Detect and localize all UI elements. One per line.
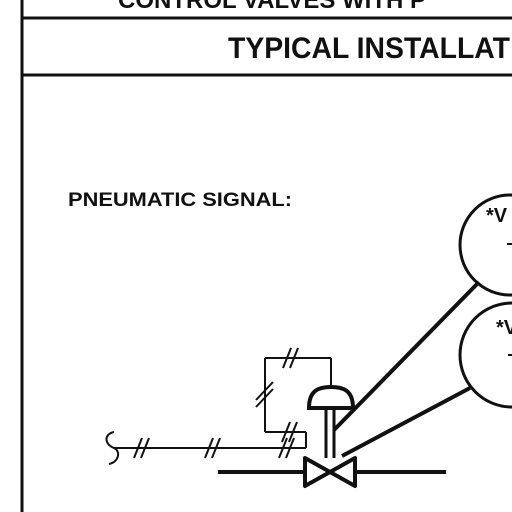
bubble-bottom-circle: [458, 301, 512, 409]
loop-hash-left-a: [255, 381, 274, 401]
signal-hash-3b: [285, 437, 295, 459]
pneumatic-signal-label: PNEUMATIC SIGNAL:: [68, 190, 292, 211]
signal-hash-1b: [140, 437, 150, 459]
bubble-top-label: *V: [486, 205, 508, 227]
actuator-diaphragm-icon: [306, 384, 356, 410]
loop-hash-bottom-b: [288, 421, 298, 443]
subtitle-text: TYPICAL INSTALLAT: [228, 32, 510, 65]
signal-hash-2b: [211, 437, 221, 459]
connection-to-bottom-bubble: [341, 386, 471, 458]
loop-hash-bottom-a: [281, 421, 291, 443]
instrument-bubble-bottom: *V: [458, 301, 512, 409]
bubble-top-circle: [458, 193, 512, 297]
bubble-bottom-label: *V: [496, 317, 512, 339]
pneumatic-signal-line: [105, 347, 307, 465]
loop-hash-top-b: [289, 347, 299, 369]
control-valve: [218, 384, 446, 488]
signal-hash-1a: [133, 437, 143, 459]
loop-hash-left-b: [255, 388, 274, 408]
drawing-frame: [20, 0, 512, 512]
signal-hash-2a: [204, 437, 214, 459]
loop-hash-top-a: [282, 347, 292, 369]
instrument-bubble-top: *V: [458, 193, 512, 297]
top-title-text: CONTROL VALVES WITH P: [118, 0, 426, 14]
signal-hash-3a: [278, 437, 288, 459]
bubble-connection-lines: [332, 280, 481, 458]
connection-to-top-bubble: [332, 280, 481, 432]
valve-body-icon: [303, 456, 357, 488]
